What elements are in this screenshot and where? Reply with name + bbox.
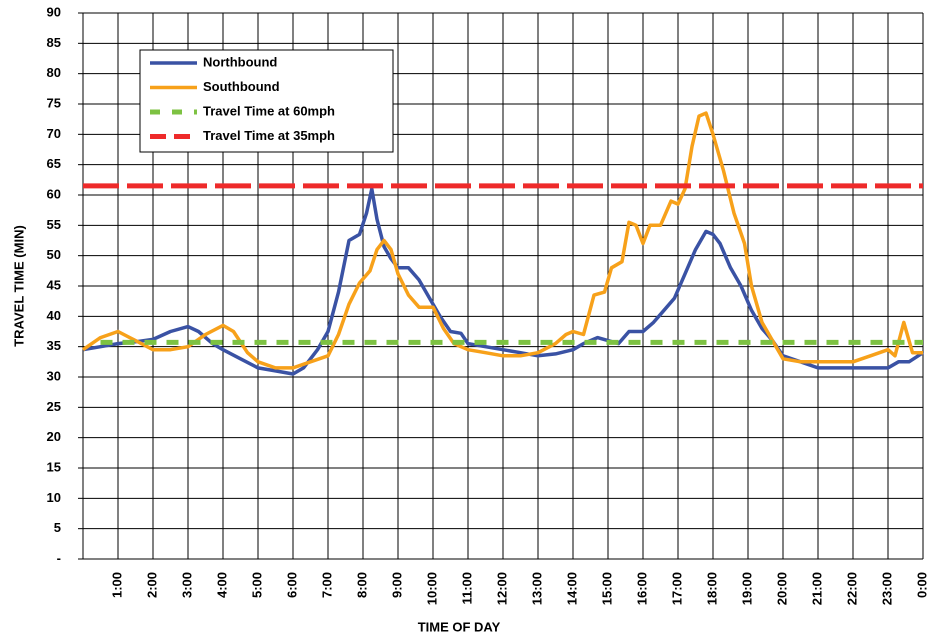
x-tick-label: 14:00 bbox=[564, 572, 579, 605]
x-tick-label: 20:00 bbox=[774, 572, 789, 605]
y-tick-label: 50 bbox=[47, 247, 61, 262]
legend: Northbound Southbound Travel Time at 60mph… bbox=[139, 49, 394, 153]
y-tick-label: 25 bbox=[47, 399, 61, 414]
x-tick-label: 1:00 bbox=[109, 572, 124, 598]
x-tick-label: 15:00 bbox=[599, 572, 614, 605]
y-tick-label: 60 bbox=[47, 186, 61, 201]
x-tick-label: 21:00 bbox=[809, 572, 824, 605]
x-tick-label: 10:00 bbox=[424, 572, 439, 605]
x-tick-label: 8:00 bbox=[354, 572, 369, 598]
y-axis-label: TRAVEL TIME (MIN) bbox=[11, 225, 26, 347]
x-tick-label: 23:00 bbox=[879, 572, 894, 605]
y-tick-label: 75 bbox=[47, 95, 61, 110]
x-tick-label: 0:00 bbox=[914, 572, 929, 598]
y-tick-label: 70 bbox=[47, 126, 61, 141]
x-tick-label: 22:00 bbox=[844, 572, 859, 605]
x-tick-label: 3:00 bbox=[179, 572, 194, 598]
x-tick-label: 6:00 bbox=[284, 572, 299, 598]
legend-label: Northbound bbox=[203, 54, 277, 69]
y-tick-label: 15 bbox=[47, 459, 61, 474]
x-tick-label: 4:00 bbox=[214, 572, 229, 598]
y-tick-label: 45 bbox=[47, 277, 61, 292]
y-tick-label: 40 bbox=[47, 308, 61, 323]
y-tick-label: 30 bbox=[47, 368, 61, 383]
series-line bbox=[82, 111, 923, 370]
y-tick-label: 20 bbox=[47, 429, 61, 444]
legend-label: Travel Time at 60mph bbox=[203, 103, 335, 118]
x-tick-label: 18:00 bbox=[704, 572, 719, 605]
x-tick-label: 5:00 bbox=[249, 572, 264, 598]
x-tick-label: 17:00 bbox=[669, 572, 684, 605]
y-tick-label: 90 bbox=[47, 4, 61, 19]
x-axis-label: TIME OF DAY bbox=[418, 619, 501, 634]
x-tick-label: 16:00 bbox=[634, 572, 649, 605]
x-tick-label: 13:00 bbox=[529, 572, 544, 605]
y-tick-label: 55 bbox=[47, 217, 61, 232]
y-tick-label: - bbox=[57, 550, 61, 565]
y-tick-label: 85 bbox=[47, 35, 61, 50]
legend-label: Travel Time at 35mph bbox=[203, 128, 335, 143]
series-line bbox=[82, 187, 924, 376]
x-tick-label: 19:00 bbox=[739, 572, 754, 605]
y-tick-label: 10 bbox=[47, 490, 61, 505]
y-tick-label: 35 bbox=[47, 338, 61, 353]
x-tick-label: 11:00 bbox=[459, 572, 474, 605]
x-tick-label: 2:00 bbox=[144, 572, 159, 598]
x-tick-label: 7:00 bbox=[319, 572, 334, 598]
legend-label: Southbound bbox=[203, 79, 280, 94]
y-tick-label: 5 bbox=[54, 520, 61, 535]
y-tick-label: 80 bbox=[47, 65, 61, 80]
x-tick-label: 9:00 bbox=[389, 572, 404, 598]
y-tick-label: 65 bbox=[47, 156, 61, 171]
x-tick-label: 12:00 bbox=[494, 572, 509, 605]
